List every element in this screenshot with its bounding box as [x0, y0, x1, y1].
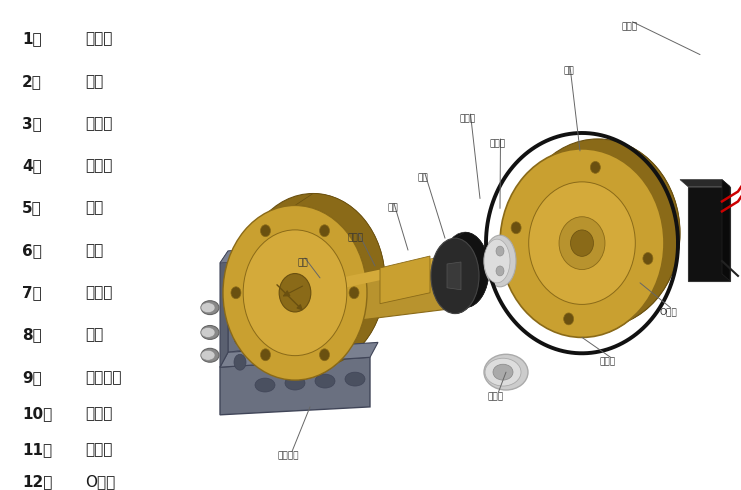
Text: 1、: 1、 — [22, 31, 41, 47]
Ellipse shape — [234, 300, 246, 316]
Polygon shape — [220, 246, 280, 263]
Polygon shape — [688, 187, 730, 281]
Ellipse shape — [201, 303, 215, 313]
Text: 挡片: 挡片 — [387, 203, 398, 213]
Ellipse shape — [349, 287, 359, 299]
Polygon shape — [220, 357, 370, 415]
Text: 过滤网: 过滤网 — [488, 392, 504, 401]
Ellipse shape — [315, 374, 335, 388]
Ellipse shape — [564, 313, 574, 325]
Ellipse shape — [223, 205, 367, 380]
Ellipse shape — [201, 350, 215, 360]
Polygon shape — [295, 194, 385, 380]
Ellipse shape — [241, 194, 385, 368]
Text: 5、: 5、 — [22, 200, 42, 216]
Ellipse shape — [511, 222, 521, 234]
Ellipse shape — [484, 239, 510, 283]
Ellipse shape — [496, 266, 504, 276]
Ellipse shape — [201, 325, 219, 340]
Text: 安装支架: 安装支架 — [85, 370, 122, 385]
Text: 固定轴: 固定轴 — [348, 233, 364, 242]
Text: 过滤网: 过滤网 — [85, 406, 113, 421]
Text: 阀座: 阀座 — [85, 327, 104, 343]
Text: 7、: 7、 — [22, 285, 42, 300]
Ellipse shape — [261, 349, 270, 361]
Text: 9、: 9、 — [22, 370, 42, 385]
Ellipse shape — [319, 349, 330, 361]
Text: 低磁块: 低磁块 — [85, 442, 113, 457]
Ellipse shape — [319, 225, 330, 237]
Text: 传感器: 传感器 — [85, 31, 113, 47]
Text: 阀盖: 阀盖 — [85, 74, 104, 89]
Text: 4、: 4、 — [22, 158, 42, 173]
Text: 安装支架: 安装支架 — [278, 452, 299, 461]
Text: O型圈: O型圈 — [85, 474, 116, 489]
Text: 12、: 12、 — [22, 474, 53, 489]
Ellipse shape — [500, 149, 664, 338]
Text: 10、: 10、 — [22, 406, 53, 421]
Ellipse shape — [234, 354, 246, 370]
Text: 高磁块: 高磁块 — [490, 139, 506, 148]
Ellipse shape — [643, 252, 653, 265]
Text: 低磁块: 低磁块 — [600, 357, 616, 366]
Text: 2、: 2、 — [22, 74, 42, 89]
Polygon shape — [680, 180, 730, 187]
Ellipse shape — [431, 238, 479, 314]
Ellipse shape — [496, 246, 504, 256]
Polygon shape — [455, 232, 489, 314]
Text: 高磁块: 高磁块 — [85, 158, 113, 173]
Ellipse shape — [591, 161, 600, 173]
Text: 传感器: 传感器 — [622, 22, 638, 31]
Ellipse shape — [528, 182, 635, 304]
Ellipse shape — [201, 301, 219, 315]
Text: 磁偶片: 磁偶片 — [460, 114, 476, 123]
Text: 阀座: 阀座 — [298, 258, 309, 267]
Polygon shape — [340, 253, 460, 289]
Ellipse shape — [201, 348, 219, 362]
Text: 挡片: 挡片 — [85, 243, 104, 258]
Ellipse shape — [234, 329, 246, 345]
Polygon shape — [340, 253, 460, 322]
Text: O型圈: O型圈 — [660, 308, 678, 317]
Text: 固定轴: 固定轴 — [85, 285, 113, 300]
Ellipse shape — [201, 327, 215, 338]
Ellipse shape — [571, 230, 594, 256]
Ellipse shape — [485, 358, 521, 386]
Text: 磁偶片: 磁偶片 — [85, 116, 113, 131]
Polygon shape — [220, 251, 228, 367]
Polygon shape — [447, 262, 461, 290]
Ellipse shape — [231, 287, 241, 299]
Ellipse shape — [345, 372, 365, 386]
Text: 3、: 3、 — [22, 116, 42, 131]
Ellipse shape — [493, 364, 513, 380]
Ellipse shape — [243, 230, 347, 356]
Text: 6、: 6、 — [22, 243, 42, 258]
Ellipse shape — [441, 232, 489, 308]
Polygon shape — [608, 144, 680, 333]
Polygon shape — [722, 180, 730, 281]
Text: 阀盖: 阀盖 — [563, 67, 574, 75]
Polygon shape — [228, 246, 280, 352]
Ellipse shape — [261, 225, 270, 237]
Text: 转子: 转子 — [85, 200, 104, 216]
Text: 11、: 11、 — [22, 442, 53, 457]
Ellipse shape — [484, 354, 528, 390]
Ellipse shape — [279, 273, 310, 312]
Ellipse shape — [559, 217, 605, 270]
Polygon shape — [380, 256, 430, 304]
Text: 转子: 转子 — [418, 173, 429, 183]
Ellipse shape — [285, 376, 305, 390]
Ellipse shape — [255, 378, 275, 392]
Text: 8、: 8、 — [22, 327, 42, 343]
Polygon shape — [220, 343, 378, 367]
Ellipse shape — [484, 235, 516, 287]
Ellipse shape — [516, 139, 680, 327]
